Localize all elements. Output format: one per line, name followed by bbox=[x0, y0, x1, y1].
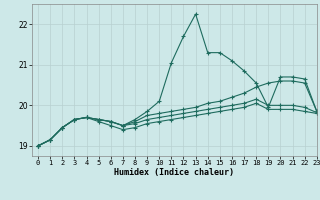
X-axis label: Humidex (Indice chaleur): Humidex (Indice chaleur) bbox=[115, 168, 234, 177]
